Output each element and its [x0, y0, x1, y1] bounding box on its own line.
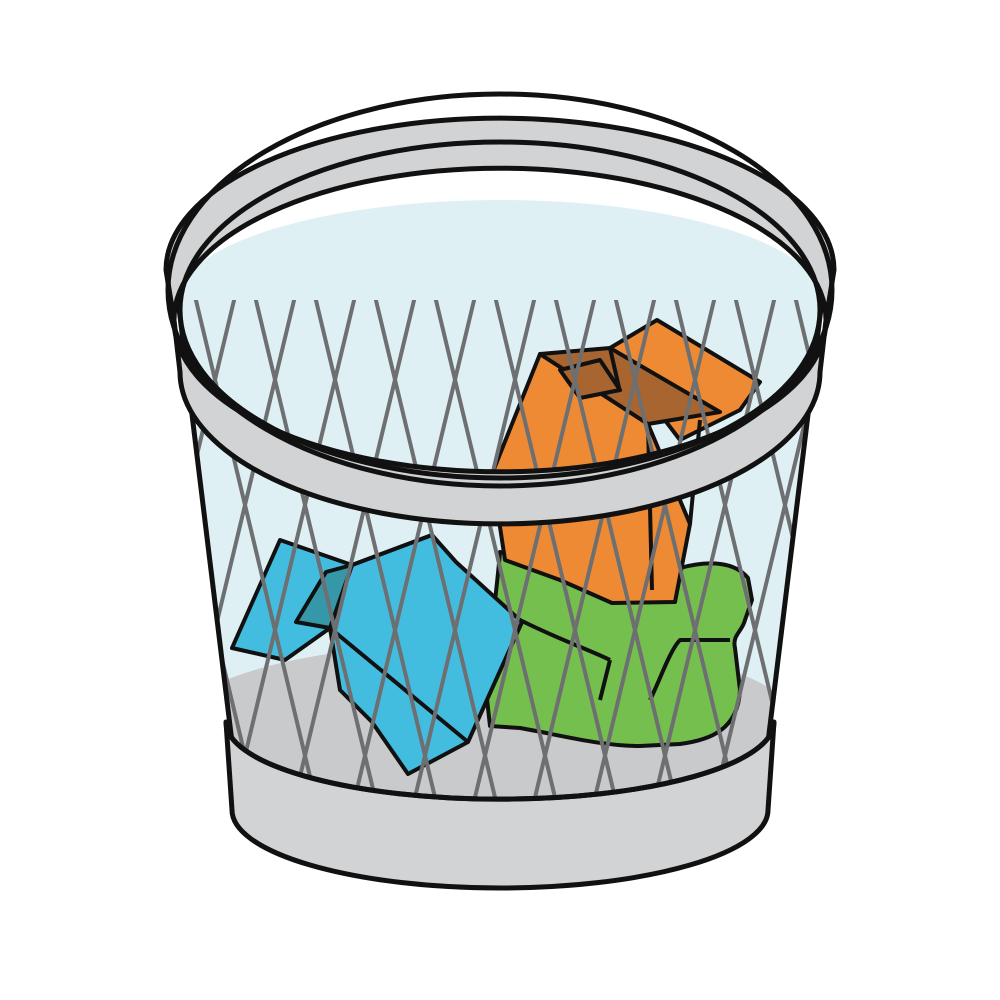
- mesh-wire: [880, 150, 1000, 860]
- mesh-wire: [0, 150, 90, 860]
- mesh-wire: [0, 150, 150, 860]
- mesh-wire: [218, 300, 392, 818]
- mesh-wire: [698, 300, 822, 818]
- basket-top-rim-front: [171, 317, 829, 527]
- mesh-wire: [880, 150, 1000, 860]
- mesh-wire: [940, 150, 1000, 860]
- mesh-wire: [940, 150, 1000, 860]
- mesh-wire: [0, 150, 150, 860]
- mesh-wire: [578, 300, 752, 818]
- mesh-wire: [638, 300, 812, 818]
- mesh-wire: [818, 300, 822, 818]
- basket-frame: [163, 91, 837, 891]
- mesh-wire: [0, 150, 30, 860]
- mesh-wire: [0, 150, 30, 860]
- mesh-wire: [0, 150, 90, 860]
- basket-bottom-band-top-edge: [223, 721, 777, 802]
- mesh-wire: [818, 300, 822, 818]
- basket-rim-outer: [165, 91, 835, 489]
- basket-rim-inner: [177, 139, 823, 481]
